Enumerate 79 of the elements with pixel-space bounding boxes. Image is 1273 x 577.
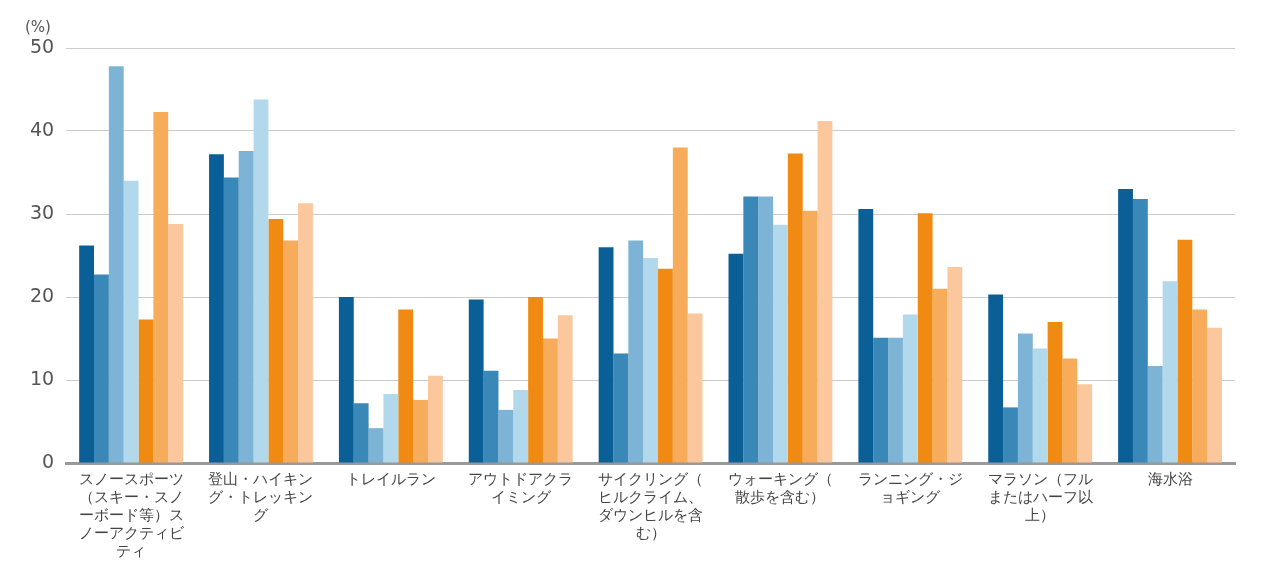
y-tick-label: 20 — [29, 283, 55, 306]
bar — [817, 121, 833, 463]
bar — [1207, 327, 1223, 463]
bar — [283, 240, 299, 463]
bar — [598, 247, 614, 463]
bar — [1047, 321, 1063, 463]
bar — [1032, 348, 1048, 463]
bar — [1118, 189, 1133, 463]
bar — [513, 389, 529, 463]
bar — [873, 337, 889, 463]
y-tick-label: 40 — [29, 117, 55, 140]
bar — [672, 147, 688, 463]
bar — [298, 203, 313, 463]
bar — [1003, 407, 1018, 463]
x-tick-label: 海水浴 — [1147, 469, 1193, 488]
bar — [1177, 239, 1193, 463]
bar — [253, 99, 269, 463]
bar — [613, 353, 629, 463]
bar — [1077, 384, 1093, 463]
y-tick-label: 50 — [29, 34, 55, 57]
bar — [542, 338, 558, 463]
bar — [94, 274, 109, 463]
bar — [468, 299, 484, 463]
bar — [498, 409, 514, 463]
y-tick-label: 10 — [29, 366, 55, 389]
x-tick-label: ランニング・ジョギング — [857, 469, 963, 506]
y-tick-label: 30 — [29, 200, 55, 223]
bar — [268, 218, 284, 463]
bar — [643, 257, 659, 463]
bar — [153, 111, 169, 463]
bar — [758, 196, 774, 463]
bar — [1062, 358, 1078, 463]
bar — [902, 314, 918, 463]
bar — [787, 153, 803, 463]
bar — [802, 210, 818, 463]
bar — [658, 268, 673, 463]
x-tick-label: スノースポーツ（スキー・スノーボード等）スノーアクティビティ — [78, 469, 185, 560]
bar — [557, 315, 573, 463]
bar — [223, 177, 239, 463]
bar — [528, 297, 543, 463]
bar — [932, 288, 948, 463]
bar — [338, 297, 354, 463]
bar — [238, 150, 254, 463]
bar — [168, 223, 184, 463]
bar — [353, 403, 369, 463]
bar — [1147, 365, 1163, 463]
bar — [743, 196, 759, 463]
bar — [1017, 333, 1033, 463]
bar — [79, 245, 95, 463]
bar — [138, 319, 154, 463]
bar — [1162, 281, 1178, 463]
bar — [368, 428, 384, 463]
bar — [988, 294, 1004, 463]
bar — [687, 313, 703, 463]
x-tick-label: ウォーキング（散歩を含む） — [727, 469, 833, 506]
x-tick-label: 登山・ハイキング・トレッキング — [208, 469, 314, 524]
x-tick-label: トレイルラン — [345, 469, 436, 488]
bar — [413, 399, 428, 463]
bar — [888, 337, 903, 463]
bar — [773, 224, 788, 463]
bar — [427, 375, 443, 463]
bar — [209, 154, 224, 463]
bar — [1192, 309, 1208, 463]
bar — [858, 209, 874, 463]
bar — [398, 309, 414, 463]
bar — [947, 267, 963, 463]
x-tick-label: マラソン（フルまたはハーフ以上） — [987, 469, 1093, 524]
bar — [123, 180, 139, 463]
y-axis-title: (%) — [25, 18, 51, 37]
bar — [917, 213, 933, 463]
x-tick-label: アウトドアクライミング — [468, 469, 574, 506]
bar — [628, 240, 644, 463]
bar — [1132, 199, 1148, 463]
bar — [483, 370, 499, 463]
y-tick-label: 0 — [42, 449, 55, 472]
bar — [728, 253, 744, 463]
bar — [383, 394, 399, 463]
x-tick-label: サイクリング（ヒルクライム、ダウンヒルを含む） — [598, 469, 704, 542]
bar — [108, 66, 124, 463]
